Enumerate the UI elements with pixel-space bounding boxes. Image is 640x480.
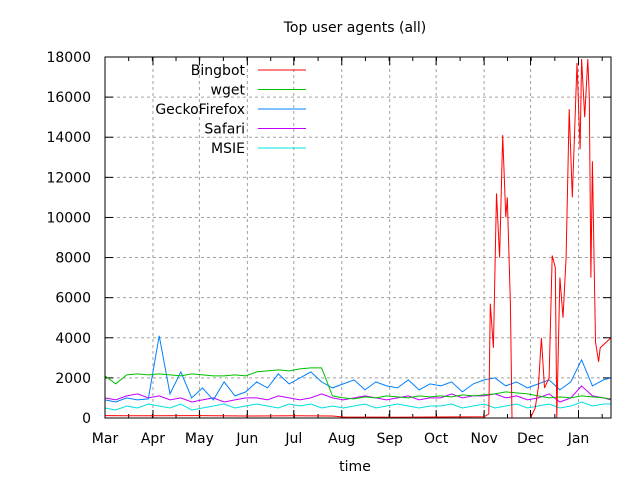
y-tick-label: 8000 bbox=[55, 251, 91, 267]
series-line-geckofirefox bbox=[104, 335, 612, 403]
x-tick-label: Jan bbox=[567, 431, 590, 447]
legend-label: wget bbox=[211, 83, 246, 99]
legend-label: Bingbot bbox=[191, 63, 246, 79]
x-tick-label: Aug bbox=[328, 431, 355, 447]
x-tick-label: Jul bbox=[284, 431, 302, 447]
x-tick-label: Dec bbox=[517, 431, 544, 447]
legend: Bingbot wget GeckoFirefox Safari MSIE bbox=[155, 63, 306, 157]
y-tick-label: 16000 bbox=[46, 90, 91, 106]
chart-title: Top user agents (all) bbox=[283, 20, 427, 36]
grid bbox=[105, 57, 611, 418]
y-tick-label: 10000 bbox=[46, 210, 91, 226]
series-lines bbox=[104, 58, 612, 419]
legend-label: Safari bbox=[204, 122, 245, 138]
x-tick-label: Nov bbox=[470, 431, 497, 447]
axis-ticks: 0 2000 4000 6000 8000 10000 12000 14000 16000 180… bbox=[46, 50, 611, 447]
x-tick-label: Sep bbox=[377, 431, 404, 447]
x-tick-label: Apr bbox=[141, 431, 165, 447]
x-tick-label: Oct bbox=[424, 431, 449, 447]
legend-label: MSIE bbox=[211, 141, 245, 157]
y-tick-label: 6000 bbox=[55, 291, 91, 307]
y-tick-label: 0 bbox=[82, 411, 91, 427]
x-axis-label: time bbox=[339, 459, 371, 475]
series-line-wget bbox=[104, 367, 612, 400]
y-tick-label: 14000 bbox=[46, 130, 91, 146]
plot-frame bbox=[104, 56, 612, 419]
x-tick-label: May bbox=[185, 431, 214, 447]
series-line-msie bbox=[104, 401, 611, 411]
x-tick-label: Mar bbox=[92, 431, 119, 447]
y-tick-label: 4000 bbox=[55, 331, 91, 347]
x-tick-label: Jun bbox=[235, 431, 258, 447]
y-tick-label: 18000 bbox=[46, 50, 91, 66]
y-tick-label: 12000 bbox=[46, 170, 91, 186]
series-line-safari bbox=[104, 385, 612, 403]
y-tick-label: 2000 bbox=[55, 371, 91, 387]
legend-label: GeckoFirefox bbox=[155, 102, 245, 118]
series-line-bingbot bbox=[104, 58, 612, 419]
